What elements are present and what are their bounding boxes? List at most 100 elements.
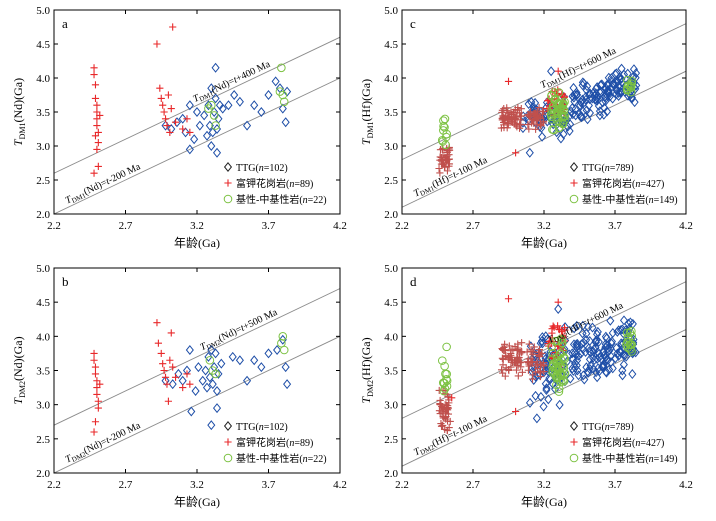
granite-point: [526, 113, 535, 121]
ttg-point: [243, 375, 252, 386]
ttg-point: [563, 121, 572, 132]
ttg-point: [593, 326, 602, 337]
y-axis-label: TDM2(Hf)(Ga): [359, 337, 375, 403]
ttg-point: [218, 103, 227, 114]
granite-point: [160, 108, 168, 116]
granite-point: [444, 155, 452, 163]
ttg-point: [602, 106, 612, 117]
text-part: 基性-中基性岩(: [236, 193, 303, 206]
mafic-point: [623, 343, 633, 352]
text-part: t: [451, 428, 458, 439]
ttg-point: [168, 379, 177, 390]
granite-point: [439, 405, 448, 413]
ttg-point: [606, 315, 615, 326]
ttg-point: [570, 89, 579, 100]
ttg-point: [204, 351, 213, 362]
ttg-point: [539, 401, 548, 412]
ttg-point: [273, 345, 282, 355]
granite-point: [524, 366, 533, 374]
granite-point: [501, 340, 509, 348]
ttg-point: [172, 117, 182, 128]
ttg-point: [583, 81, 592, 92]
y-tick-label: 5.0: [36, 263, 50, 275]
granite-point: [515, 353, 523, 362]
mafic-point: [440, 384, 450, 393]
granite-point: [437, 419, 445, 428]
granite-point: [540, 367, 548, 376]
ttg-point: [594, 336, 603, 347]
ttg-point: [595, 110, 604, 121]
ttg-point: [538, 338, 547, 349]
granite-point: [518, 339, 526, 347]
ttg-point: [178, 375, 187, 386]
ttg-point: [577, 339, 586, 350]
mafic-point: [440, 361, 449, 371]
granite-point: [167, 105, 175, 113]
ttg-point: [590, 355, 599, 366]
granite-point: [518, 349, 526, 357]
ttg-point: [264, 90, 273, 100]
panel-label: b: [62, 274, 69, 289]
ttg-point: [531, 97, 540, 108]
mafic-point: [622, 75, 632, 85]
ttg-point: [283, 379, 292, 390]
text-part: =102): [264, 163, 288, 174]
granite-point: [169, 23, 177, 31]
ttg-point: [579, 78, 588, 89]
y-tick-label: 5.0: [36, 5, 50, 17]
y-tick-label: 2.0: [36, 468, 50, 480]
ttg-point: [586, 360, 595, 371]
granite-point: [96, 111, 104, 119]
ttg-point: [228, 351, 237, 362]
granite-point: [512, 149, 520, 157]
granite-point: [544, 97, 552, 105]
reference-line-label: TDM1(Nd)=t+400 Ma: [191, 59, 273, 106]
mafic-point: [442, 342, 451, 352]
text-part: T: [198, 340, 209, 353]
text-part: n: [303, 454, 308, 465]
text-part: n: [649, 195, 654, 206]
text-part: 富钾花岗岩(: [582, 436, 636, 449]
ttg-point: [243, 120, 252, 131]
mafic-point: [554, 384, 564, 394]
reference-line: [54, 288, 340, 426]
granite-point: [94, 139, 102, 147]
granite-point: [90, 349, 98, 358]
granite-point: [183, 370, 191, 378]
ttg-point: [613, 326, 622, 337]
granite-point: [94, 162, 102, 170]
granite-point: [437, 401, 445, 409]
y-tick-label: 4.0: [36, 331, 50, 343]
y-tick-label: 2.5: [36, 175, 50, 187]
ttg-point: [174, 368, 183, 379]
ttg-point: [600, 102, 609, 113]
ttg-point: [599, 350, 609, 361]
y-tick-label: 2.5: [384, 434, 398, 446]
text-part: T: [412, 186, 423, 199]
chart-panel-a: 2.0 2.5 3.0 3.5 4.0 4.5 5.0 2.2 2.7 3.2 3.7 4.2 年龄(G…: [11, 5, 347, 250]
y-tick-label: 3.0: [384, 400, 398, 412]
text-part: (Nd)(Ga): [11, 336, 25, 381]
granite-point: [169, 363, 177, 371]
granite-point: [448, 394, 456, 402]
legend-marker: [570, 179, 578, 187]
granite-point: [90, 169, 98, 177]
text-part: =22): [308, 195, 327, 206]
ttg-point: [552, 127, 561, 138]
granite-point: [163, 122, 171, 130]
granite-point: [157, 349, 165, 358]
ttg-point: [592, 335, 601, 346]
mafic-point: [549, 125, 559, 135]
reference-line: [54, 335, 340, 473]
text-part: 富钾花岗岩(: [236, 436, 290, 449]
ttg-point: [190, 134, 199, 145]
ttg-point: [603, 340, 612, 351]
legend: TTG(n=102)富钾花岗岩(n=89)基性-中基性岩(n=22): [223, 162, 327, 206]
ttg-point: [542, 111, 551, 122]
data-points: [435, 295, 640, 435]
ttg-point: [607, 81, 616, 92]
granite-point: [536, 121, 544, 129]
mafic-point: [211, 121, 220, 130]
granite-point: [504, 295, 513, 303]
chart-panel-b: 2.0 2.5 3.0 3.5 4.0 4.5 5.0 2.2 2.7 3.2 3.7 4.2 年龄(G…: [11, 263, 347, 509]
